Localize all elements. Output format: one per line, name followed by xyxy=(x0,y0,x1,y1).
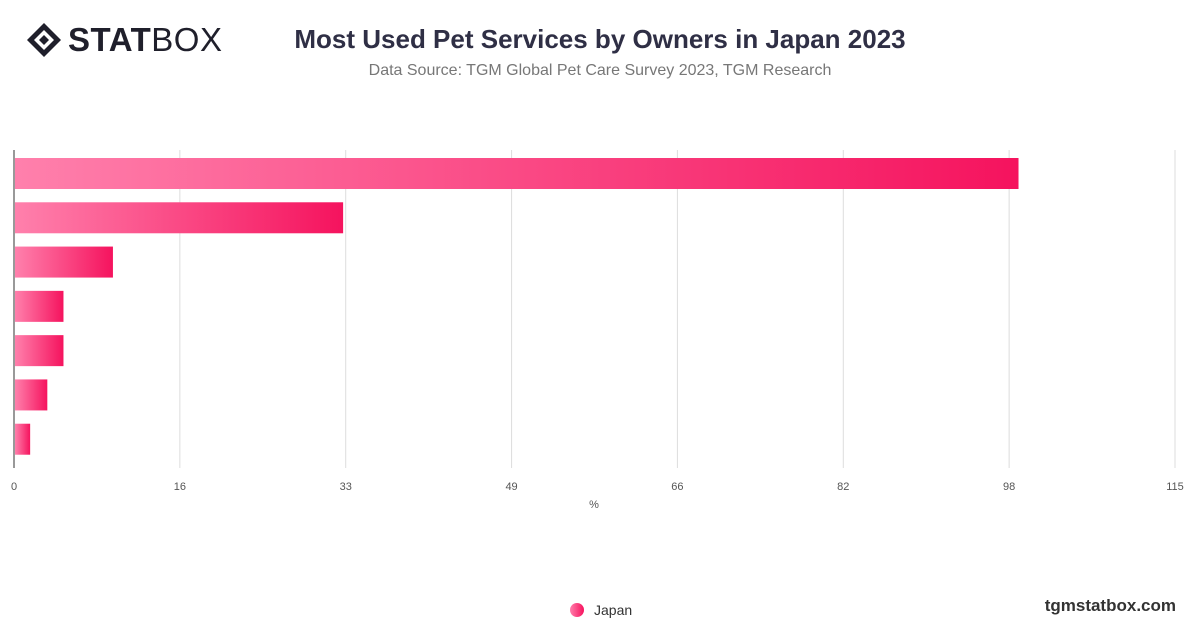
footer-site-link[interactable]: tgmstatbox.com xyxy=(1044,596,1176,615)
x-tick-label: 16 xyxy=(174,481,186,493)
x-tick-label: 82 xyxy=(837,481,849,493)
legend-marker xyxy=(570,603,584,617)
x-tick-label: 33 xyxy=(340,481,352,493)
x-tick-label: 49 xyxy=(505,481,517,493)
chart-title: Most Used Pet Services by Owners in Japa… xyxy=(294,24,906,54)
legend-label: Japan xyxy=(594,602,633,618)
x-tick-label: 0 xyxy=(11,481,17,493)
chart-subtitle: Data Source: TGM Global Pet Care Survey … xyxy=(368,62,832,79)
statbox-logo: STATBOX xyxy=(26,22,222,58)
diamond-logo-icon xyxy=(27,23,61,57)
bar[interactable] xyxy=(15,158,1019,189)
bar[interactable] xyxy=(15,379,48,411)
x-tick-label: 66 xyxy=(671,481,683,493)
bar[interactable] xyxy=(15,335,64,367)
legend[interactable]: Japan xyxy=(570,602,632,618)
logo-word-bold: STAT xyxy=(68,21,152,58)
x-tick-label: 98 xyxy=(1003,481,1015,493)
logo-wordmark: STATBOX xyxy=(68,22,222,58)
bar[interactable] xyxy=(15,246,113,278)
bar[interactable] xyxy=(15,290,64,322)
x-axis-label: % xyxy=(589,499,599,511)
x-tick-label: 115 xyxy=(1166,481,1184,493)
logo-word-light: BOX xyxy=(151,21,223,58)
bar[interactable] xyxy=(15,202,344,234)
bar[interactable] xyxy=(15,423,31,455)
